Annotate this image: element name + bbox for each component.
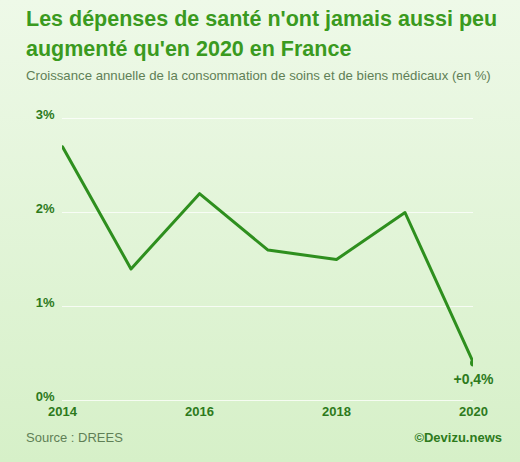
svg-text:3%: 3% [36, 107, 55, 122]
svg-text:2016: 2016 [185, 404, 214, 419]
html-text:Croissance annuelle de la cons: Croissance annuelle de la consommation d… [26, 68, 491, 83]
html-text:Source : DREES: Source : DREES [26, 430, 123, 445]
svg-text:2%: 2% [36, 201, 55, 216]
html-text:Les dépenses de santé n'ont ja: Les dépenses de santé n'ont jamais aussi… [26, 7, 498, 61]
svg-text:2014: 2014 [48, 404, 78, 419]
svg-text:2018: 2018 [322, 404, 351, 419]
svg-text:2020: 2020 [459, 404, 488, 419]
svg-text:1%: 1% [36, 295, 55, 310]
svg-text:0%: 0% [36, 389, 55, 404]
html-text:©Devizu.news: ©Devizu.news [414, 430, 502, 445]
svg-text:+0,4%: +0,4% [453, 371, 494, 387]
